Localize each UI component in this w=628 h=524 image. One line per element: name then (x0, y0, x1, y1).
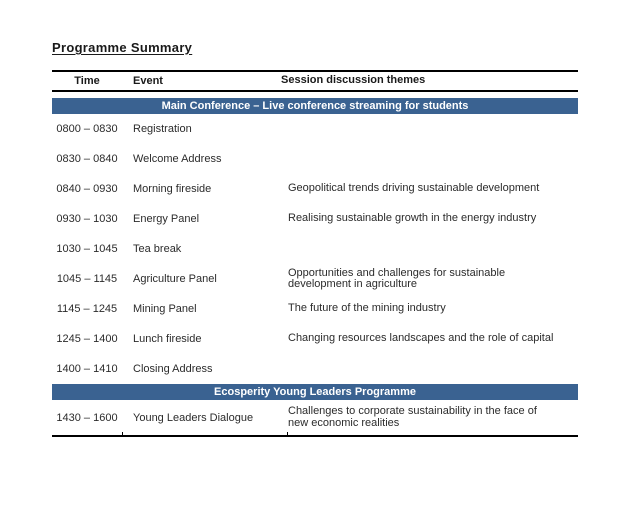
table-row: 0930 – 1030 Energy Panel Realising sustain… (52, 204, 578, 234)
table-row: 1400 – 1410 Closing Address (52, 354, 578, 384)
cell-time: 1045 – 1145 (56, 273, 118, 285)
cell-theme: The future of the mining industry (288, 302, 446, 315)
table-bottom-rule (52, 432, 578, 437)
cell-time: 0840 – 0930 (56, 183, 118, 195)
col-header-time: Time (74, 75, 100, 87)
table-row: 0840 – 0930 Morning fireside Geopolitical … (52, 174, 578, 204)
cell-time: 1145 – 1245 (56, 303, 118, 315)
cell-event: Agriculture Panel (133, 273, 217, 285)
cell-event: Registration (133, 123, 192, 135)
cell-event: Lunch fireside (133, 333, 202, 345)
cell-theme: Opportunities and challenges for sustain… (288, 266, 506, 290)
table-row: 1430 – 1600 Young Leaders Dialogue Challen… (52, 400, 578, 435)
cell-theme: Geopolitical trends driving sustainable … (288, 182, 540, 195)
table-row: 0830 – 0840 Welcome Address (52, 144, 578, 174)
cell-event: Young Leaders Dialogue (133, 411, 254, 424)
table-row: 1045 – 1145 Agriculture Panel Opportunitie… (52, 264, 578, 294)
cell-time: 0800 – 0830 (56, 123, 118, 135)
page-title: Programme Summary (52, 40, 193, 55)
cell-time: 1030 – 1045 (56, 243, 118, 255)
cell-event: Mining Panel (133, 303, 197, 315)
cell-event: Energy Panel (133, 213, 200, 225)
column-divider-tick (287, 432, 288, 437)
col-header-themes: Session discussion themes (281, 74, 426, 87)
cell-theme: Realising sustainable growth in the ener… (288, 212, 537, 225)
section-banner: Main Conference – Live conference stream… (52, 98, 578, 114)
cell-time: 0830 – 0840 (56, 153, 118, 165)
table-row: 1245 – 1400 Lunch fireside Changing resour… (52, 324, 578, 354)
section-banner: Ecosperity Young Leaders Programme (52, 384, 578, 400)
cell-theme: Changing resources landscapes and the ro… (288, 332, 554, 345)
cell-time: 1400 – 1410 (56, 363, 118, 375)
table-body: Main Conference – Live conference stream… (52, 98, 578, 435)
cell-theme: Challenges to corporate sustainability i… (288, 405, 537, 429)
table-row: 0800 – 0830 Registration (52, 114, 578, 144)
col-header-event: Event (133, 75, 163, 87)
cell-event: Closing Address (133, 363, 213, 375)
cell-event: Welcome Address (133, 153, 222, 165)
table-header-row: Time Event Session discussion themes (52, 70, 578, 92)
table-row: 1030 – 1045 Tea break (52, 234, 578, 264)
cell-time: 0930 – 1030 (56, 213, 118, 225)
schedule-table: Time Event Session discussion themes Mai… (52, 70, 578, 437)
cell-time: 1430 – 1600 (56, 411, 118, 424)
table-row: 1145 – 1245 Mining Panel The future of the… (52, 294, 578, 324)
cell-time: 1245 – 1400 (56, 333, 118, 345)
cell-event: Tea break (133, 243, 182, 255)
column-divider-tick (122, 432, 123, 437)
cell-event: Morning fireside (133, 183, 212, 195)
